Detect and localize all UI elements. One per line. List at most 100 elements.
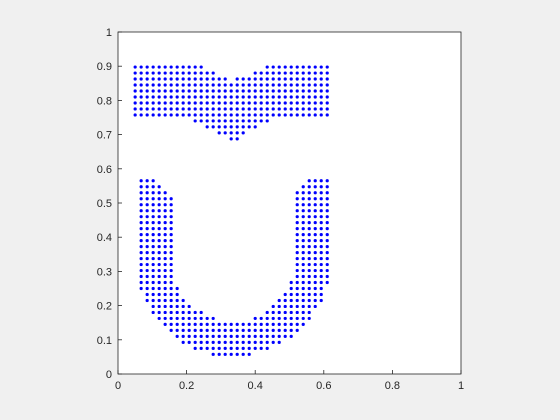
- scatter-point: [211, 352, 215, 356]
- scatter-point: [319, 262, 323, 267]
- scatter-point: [145, 298, 149, 303]
- scatter-point: [319, 233, 323, 237]
- scatter-point: [313, 215, 317, 219]
- scatter-point: [163, 304, 167, 309]
- scatter-point: [187, 107, 191, 111]
- scatter-point: [169, 221, 173, 225]
- scatter-point: [199, 89, 203, 93]
- scatter-point: [205, 101, 209, 105]
- scatter-point: [151, 191, 155, 195]
- scatter-point: [193, 101, 197, 105]
- scatter-point: [145, 268, 149, 273]
- scatter-point: [151, 268, 155, 273]
- scatter-point: [295, 107, 299, 111]
- scatter-point: [295, 89, 299, 93]
- scatter-point: [307, 304, 311, 309]
- scatter-point: [217, 113, 221, 117]
- scatter-point: [169, 239, 173, 243]
- scatter-point: [325, 268, 329, 273]
- scatter-point: [193, 346, 197, 350]
- scatter-point: [157, 71, 161, 75]
- scatter-point: [325, 239, 329, 243]
- scatter-point: [301, 233, 305, 237]
- scatter-point: [295, 233, 299, 237]
- scatter-point: [151, 274, 155, 279]
- scatter-point: [265, 316, 269, 321]
- scatter-point: [145, 95, 149, 99]
- y-tick-label: 0.8: [97, 95, 112, 107]
- scatter-point: [139, 221, 143, 225]
- scatter-point: [313, 89, 317, 93]
- scatter-point: [193, 322, 197, 327]
- scatter-point: [289, 65, 293, 69]
- scatter-point: [313, 179, 317, 183]
- scatter-point: [187, 101, 191, 105]
- scatter-point: [211, 107, 215, 111]
- scatter-point: [211, 340, 215, 344]
- scatter-point: [313, 239, 317, 243]
- scatter-point: [193, 71, 197, 75]
- scatter-point: [139, 209, 143, 213]
- scatter-point: [157, 227, 161, 231]
- scatter-point: [139, 286, 143, 291]
- scatter-point: [169, 245, 173, 249]
- scatter-point: [319, 83, 323, 87]
- scatter-point: [301, 191, 305, 195]
- scatter-point: [265, 95, 269, 99]
- scatter-point: [229, 340, 233, 344]
- scatter-point: [259, 322, 263, 327]
- scatter-point: [253, 334, 257, 338]
- scatter-point: [319, 227, 323, 231]
- scatter-point: [313, 113, 317, 117]
- scatter-point: [247, 334, 251, 338]
- scatter-point: [199, 71, 203, 75]
- scatter-point: [235, 89, 239, 93]
- scatter-point: [193, 340, 197, 344]
- scatter-point: [319, 209, 323, 213]
- scatter-point: [139, 274, 143, 279]
- scatter-point: [169, 262, 173, 267]
- scatter-point: [187, 89, 191, 93]
- scatter-point: [301, 113, 305, 117]
- scatter-point: [175, 316, 179, 321]
- scatter-point: [169, 83, 173, 87]
- scatter-point: [277, 304, 281, 309]
- scatter-point: [223, 101, 227, 105]
- scatter-point: [139, 197, 143, 201]
- scatter-point: [151, 262, 155, 267]
- scatter-point: [223, 334, 227, 338]
- scatter-point: [307, 316, 311, 321]
- scatter-point: [313, 197, 317, 201]
- scatter-point: [313, 209, 317, 213]
- scatter-point: [277, 71, 281, 75]
- scatter-point: [145, 215, 149, 219]
- scatter-point: [319, 185, 323, 189]
- scatter-point: [217, 107, 221, 111]
- scatter-point: [313, 191, 317, 195]
- scatter-point: [283, 334, 287, 338]
- scatter-point: [313, 77, 317, 81]
- scatter-point: [307, 191, 311, 195]
- scatter-point: [163, 239, 167, 243]
- scatter-point: [319, 179, 323, 183]
- scatter-point: [307, 95, 311, 99]
- scatter-point: [205, 328, 209, 332]
- scatter-point: [229, 328, 233, 332]
- scatter-point: [187, 65, 191, 69]
- scatter-point: [229, 352, 233, 356]
- scatter-point: [151, 71, 155, 75]
- scatter-point: [325, 107, 329, 111]
- scatter-point: [157, 101, 161, 105]
- scatter-point: [295, 310, 299, 315]
- scatter-point: [193, 95, 197, 99]
- scatter-point: [283, 328, 287, 332]
- scatter-point: [289, 310, 293, 315]
- scatter-point: [181, 95, 185, 99]
- scatter-point: [307, 227, 311, 231]
- scatter-point: [217, 346, 221, 350]
- scatter-point: [301, 268, 305, 273]
- scatter-point: [169, 215, 173, 219]
- scatter-point: [139, 250, 143, 255]
- scatter-point: [229, 119, 233, 123]
